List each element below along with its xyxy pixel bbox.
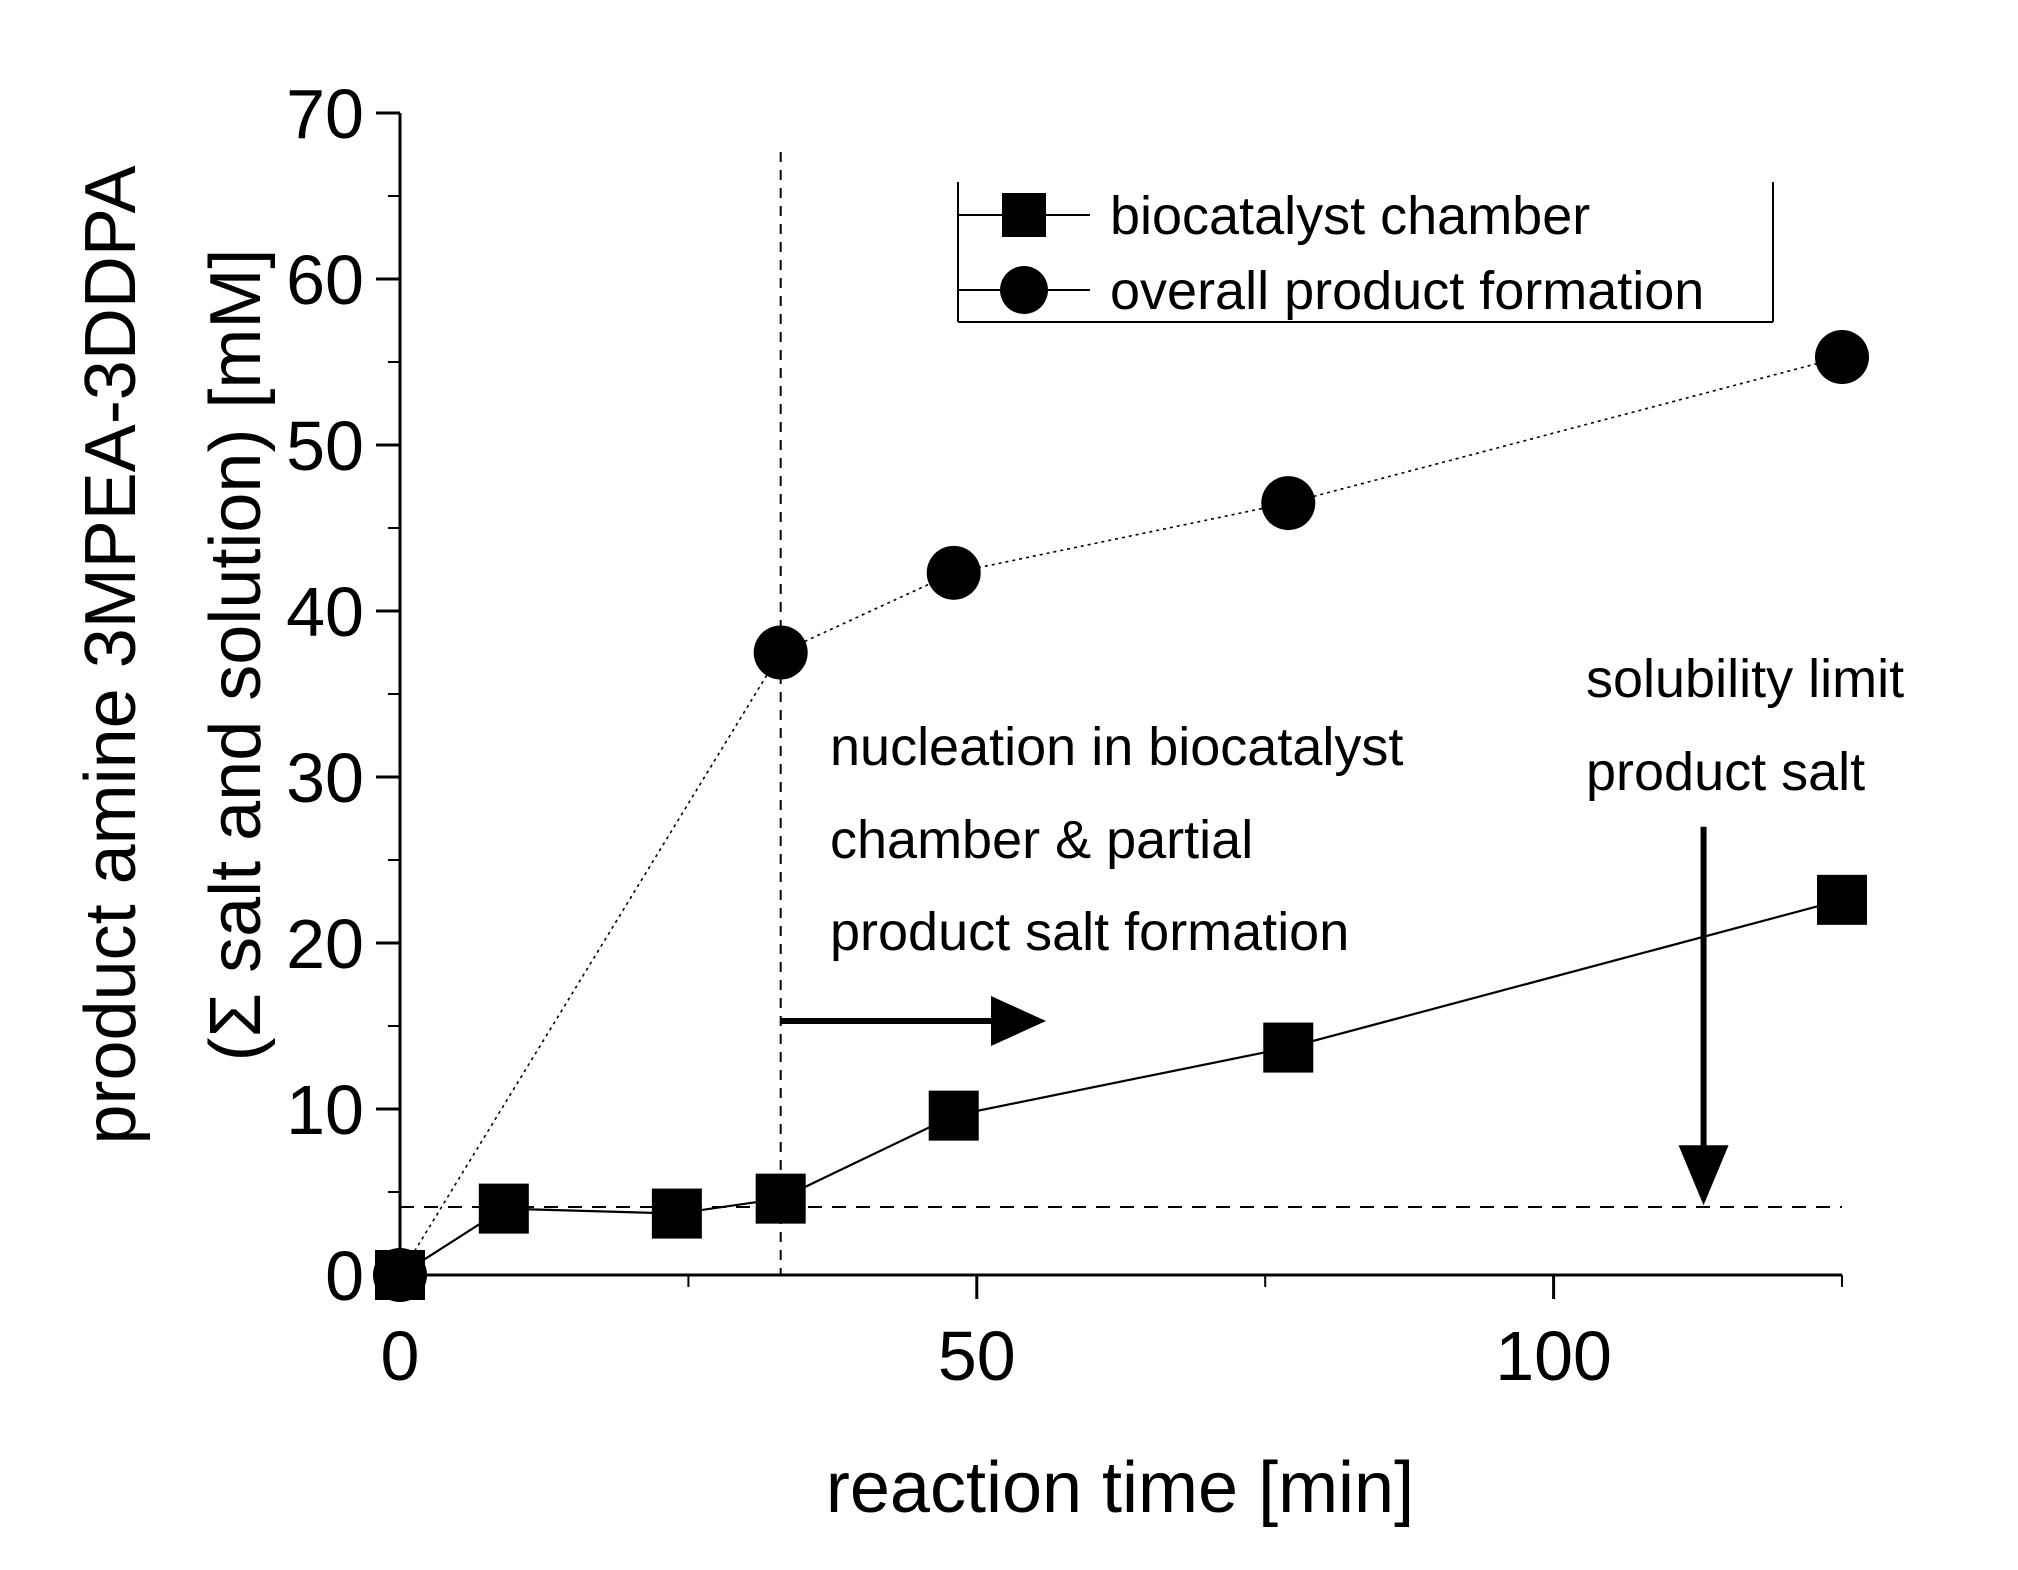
- data-point-overall: [926, 545, 981, 600]
- legend: biocatalyst chamber overall product form…: [957, 182, 1774, 323]
- y-tick-label: 20: [286, 905, 364, 983]
- arrow-down-head: [1678, 1145, 1729, 1206]
- annotation-nucleation-line2: chamber & partial: [830, 810, 1253, 870]
- y-axis-title-line2: (Σ salt and solution) [mM]: [196, 249, 276, 1062]
- y-tick-label: 70: [286, 75, 364, 153]
- data-point-biocatalyst: [1263, 1022, 1314, 1073]
- data-series: [373, 330, 1869, 1302]
- annotation-solubility-line2: product salt: [1586, 742, 1865, 802]
- data-point-biocatalyst: [1817, 874, 1867, 925]
- data-point-biocatalyst: [928, 1090, 979, 1141]
- data-point-overall: [1815, 330, 1869, 385]
- legend-marker-square: [1002, 193, 1046, 237]
- y-axis-title-line1: product amine 3MPEA-3DDPA: [71, 165, 151, 1144]
- legend-marker-circle: [1000, 266, 1048, 314]
- arrow-right-head: [991, 996, 1047, 1047]
- annotation-solubility-line1: solubility limit: [1586, 649, 1904, 709]
- data-point-overall: [753, 625, 808, 680]
- x-tick-label: 100: [1495, 1317, 1612, 1395]
- y-tick-label: 60: [286, 241, 364, 319]
- x-axis-title: reaction time [min]: [826, 1448, 1414, 1528]
- data-point-overall: [373, 1248, 427, 1302]
- y-tick-label: 0: [325, 1237, 364, 1315]
- annotations: [780, 826, 1729, 1206]
- reference-lines: [400, 152, 1842, 1275]
- annotation-nucleation-line1: nucleation in biocatalyst: [830, 717, 1403, 777]
- y-tick-label: 10: [286, 1071, 364, 1149]
- legend-label-overall: overall product formation: [1110, 261, 1704, 321]
- x-tick-label: 0: [381, 1317, 420, 1395]
- y-tick-label: 50: [286, 407, 364, 485]
- legend-label-biocatalyst: biocatalyst chamber: [1110, 186, 1590, 246]
- axes: 0 10 20 30 40 50 60 70 0 50 100: [286, 75, 1843, 1395]
- data-point-overall: [1261, 476, 1316, 531]
- data-point-biocatalyst: [755, 1173, 806, 1224]
- data-point-biocatalyst: [478, 1183, 529, 1234]
- x-tick-label: 50: [938, 1317, 1016, 1395]
- y-tick-label: 30: [286, 739, 364, 817]
- y-tick-label: 40: [286, 573, 364, 651]
- data-point-biocatalyst: [651, 1188, 702, 1239]
- annotation-nucleation-line3: product salt formation: [830, 902, 1349, 962]
